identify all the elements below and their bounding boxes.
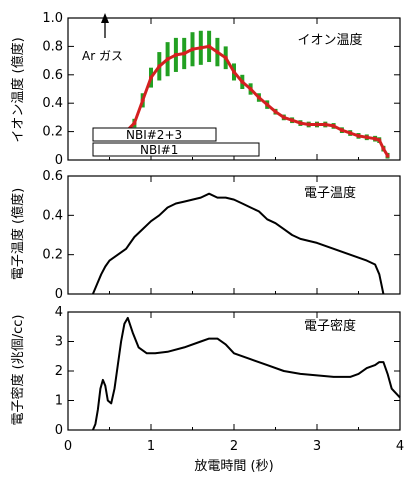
data-point [190, 47, 195, 52]
data-point [240, 79, 245, 84]
nbi-23-annotation: NBI#2+3 [92, 127, 217, 142]
y-tick-label: 0.2 [42, 125, 63, 140]
panel-electron-temperature: 0 0.2 0.4 0.6 [42, 169, 401, 302]
panel-title-electron-density: 電子密度 [304, 318, 356, 334]
y-tick-label: 0 [55, 153, 63, 168]
nbi-1-bar [92, 142, 260, 157]
data-point [256, 95, 261, 100]
x-tick-label: 3 [313, 439, 321, 454]
panel-electron-density: 0 1 2 3 4 [55, 305, 401, 438]
data-point [298, 121, 303, 126]
y-tick-label: 2 [55, 364, 63, 379]
x-tick-label: 1 [147, 439, 155, 454]
data-point [323, 122, 328, 127]
data-point [173, 52, 178, 57]
y-axis-label-ion-temperature: イオン温度 (億度) [10, 37, 26, 142]
panel-title-ion-temperature: イオン温度 [297, 32, 362, 48]
y-tick-label: 0.2 [42, 248, 63, 263]
y-tick-label: 0.4 [42, 96, 63, 111]
data-point [331, 123, 336, 128]
data-point [215, 50, 220, 55]
data-point [198, 45, 203, 50]
data-point [207, 44, 212, 49]
ar-gas-annotation: Ar ガス [82, 13, 123, 63]
y-tick-label: 4 [55, 305, 63, 320]
nbi-23-label: NBI#2+3 [126, 128, 182, 142]
data-point [373, 136, 378, 141]
y-tick-label: 3 [55, 335, 63, 350]
data-point [306, 122, 311, 127]
y-tick-label: 1 [55, 394, 63, 409]
ar-gas-arrow-head [101, 13, 109, 23]
y-axis-label-electron-density: 電子密度 (兆個/cc) [10, 315, 26, 426]
data-point [248, 87, 253, 91]
data-point [290, 118, 295, 123]
data-point [265, 102, 270, 107]
y-tick-label: 0.6 [42, 169, 63, 184]
y-tick-label: 0 [55, 423, 63, 438]
data-point [377, 138, 382, 143]
data-point [140, 98, 145, 103]
data-point [157, 64, 162, 69]
data-point [315, 122, 319, 127]
panel-title-electron-temperature: 電子温度 [304, 185, 356, 201]
data-point [132, 121, 137, 126]
y-tick-label: 0 [55, 287, 63, 302]
nbi-23-bar [92, 127, 217, 142]
y-tick-label: 0.8 [42, 39, 63, 54]
data-point [356, 133, 361, 138]
data-point [182, 51, 187, 56]
x-tick-label: 2 [230, 439, 238, 454]
x-tick-label: 0 [64, 439, 72, 454]
data-point [385, 153, 390, 158]
nbi-1-label: NBI#1 [140, 143, 178, 157]
data-point [165, 57, 170, 62]
data-point [281, 115, 286, 120]
y-tick-label: 0.4 [42, 208, 63, 223]
series-line [91, 192, 385, 295]
y-tick-label: 0.6 [42, 68, 63, 83]
x-tick-label: 4 [396, 439, 404, 454]
data-point [149, 75, 153, 80]
data-point [364, 135, 369, 140]
data-point [381, 146, 386, 151]
y-axis-label-electron-temperature: 電子温度 (億度) [10, 188, 26, 280]
y-tick-label: 1.0 [42, 11, 63, 26]
ar-gas-label: Ar ガス [82, 49, 123, 63]
data-point [232, 69, 236, 74]
data-point [339, 128, 344, 133]
data-point [348, 131, 353, 136]
data-point [273, 109, 278, 114]
series-line [91, 316, 401, 431]
nbi-1-annotation: NBI#1 [92, 142, 260, 157]
x-axis-label: 放電時間 (秒) [194, 459, 273, 474]
data-point [223, 55, 228, 60]
